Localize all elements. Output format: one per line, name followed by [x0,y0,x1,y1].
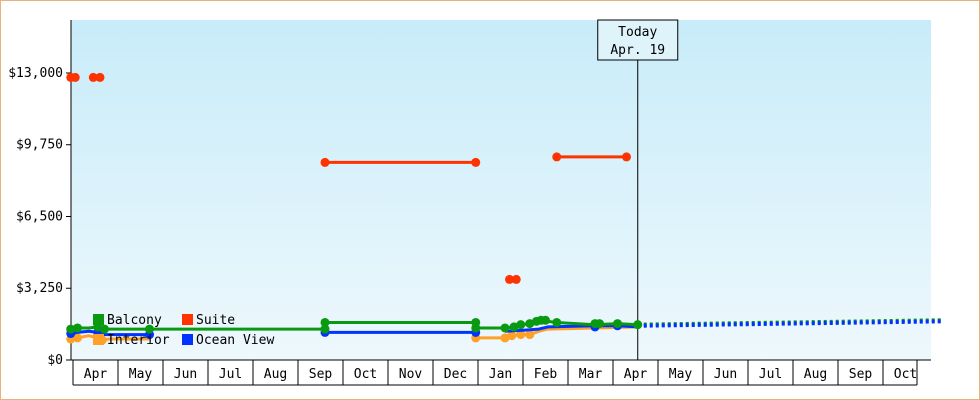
legend-swatch-interior [93,334,104,345]
balcony-point [525,319,535,329]
x-tick-label: Feb [534,367,558,382]
balcony-point [320,324,330,334]
x-tick-label: May [129,367,153,382]
balcony-point [73,323,82,333]
balcony-point [552,317,562,327]
legend-label-suite: Suite [196,313,235,328]
balcony-point [145,324,154,334]
x-tick-label: Aug [264,367,287,382]
balcony-point [613,319,622,329]
y-tick-label: $6,500 [16,209,63,224]
x-tick-label: Aug [804,367,827,382]
balcony-point [500,323,510,333]
suite-point [552,152,562,162]
suite-point [471,157,481,167]
suite-point [511,274,521,284]
today-date: Apr. 19 [610,43,665,58]
x-tick-label: Jan [489,367,512,382]
y-tick-label: $13,000 [8,66,63,81]
x-tick-label: Oct [354,367,377,382]
x-tick-label: Nov [399,367,423,382]
interior-point [525,330,535,340]
x-tick-label: Sep [849,367,873,382]
balcony-point [100,324,109,334]
legend-swatch-suite [182,314,193,325]
x-tick-label: Jun [174,367,197,382]
y-tick-label: $9,750 [16,138,63,153]
plot-background [71,20,931,360]
x-tick-label: Oct [894,367,917,382]
x-tick-label: Jul [759,367,782,382]
balcony-point [541,315,550,325]
x-tick-label: May [669,367,693,382]
balcony-point [471,323,481,333]
interior-point [507,331,517,341]
x-tick-label: Apr [84,367,108,382]
x-tick-label: Jun [714,367,737,382]
legend-label-ocean-view: Ocean View [196,333,274,348]
suite-point [320,157,330,167]
today-label: Today [618,25,657,40]
suite-point [622,152,631,162]
interior-point [73,333,82,343]
suite-point [70,72,80,82]
x-tick-label: Jul [219,367,242,382]
balcony-point [516,320,526,330]
interior-point [516,330,526,340]
x-tick-label: Sep [309,367,333,382]
legend-label-interior: Interior [107,333,170,348]
legend-swatch-balcony [93,314,104,325]
balcony-point [595,319,604,329]
legend-swatch-ocean-view [182,334,193,345]
suite-point [505,274,514,284]
legend-label-balcony: Balcony [107,313,162,328]
x-tick-label: Mar [579,367,603,382]
suite-point [88,72,98,82]
suite-point [95,72,105,82]
balcony-point [320,317,330,327]
x-tick-label: Apr [624,367,648,382]
today-box [597,19,679,61]
x-tick-label: Dec [444,367,467,382]
y-tick-label: $0 [47,353,63,368]
y-tick-label: $3,250 [16,281,63,296]
balcony-point [66,324,76,334]
balcony-point [509,322,519,332]
ocean-view-projection [637,319,942,328]
interior-point [500,333,510,343]
balcony-point [633,320,643,330]
